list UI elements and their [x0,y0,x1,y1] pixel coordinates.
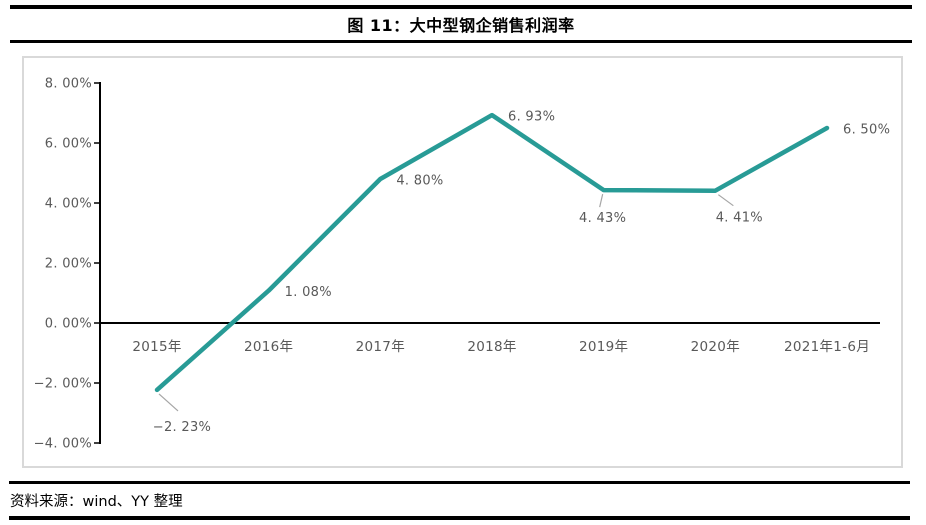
y-tick-label: −4. 00% [34,437,92,452]
title-divider [10,40,912,43]
y-tick-label: 0. 00% [45,317,92,332]
data-point-label: 1. 08% [285,285,332,300]
data-point-label: 6. 93% [508,110,555,125]
x-axis-label: 2020年 [691,339,740,355]
profit-margin-line-chart: 8. 00% 6. 00% 4. 00% 2. 00% 0. 00% −2. 00% −4.… [34,77,890,452]
chart-container: 8. 00% 6. 00% 4. 00% 2. 00% 0. 00% −2. 00% −4.… [22,56,903,468]
top-divider [10,5,912,9]
x-axis-label: 2017年 [356,339,405,355]
y-tick-label: 2. 00% [45,257,92,272]
source-divider [9,481,910,484]
data-source-note: 资料来源：wind、YY 整理 [10,494,183,510]
data-point-label: −2. 23% [153,420,211,435]
data-point-label: 6. 50% [843,123,890,138]
x-axis-label: 2021年1-6月 [784,339,870,355]
bottom-divider [9,516,910,520]
x-axis-label: 2016年 [244,339,293,355]
data-point-label: 4. 43% [579,211,626,226]
figure-title: 图 11：大中型钢企销售利润率 [347,16,575,35]
y-tick-label: 4. 00% [45,197,92,212]
leader-line [717,194,734,207]
data-point-label: 4. 41% [716,211,763,226]
data-point-label: 4. 80% [396,174,443,189]
leader-line [599,193,604,208]
y-tick-label: 6. 00% [45,137,92,152]
y-tick-label: −2. 00% [34,377,92,392]
x-axis-label: 2015年 [132,339,181,355]
x-axis-label: 2018年 [467,339,516,355]
x-axis-label: 2019年 [579,339,628,355]
leader-line [158,393,179,412]
y-tick-label: 8. 00% [45,77,92,92]
series-line [154,112,830,393]
